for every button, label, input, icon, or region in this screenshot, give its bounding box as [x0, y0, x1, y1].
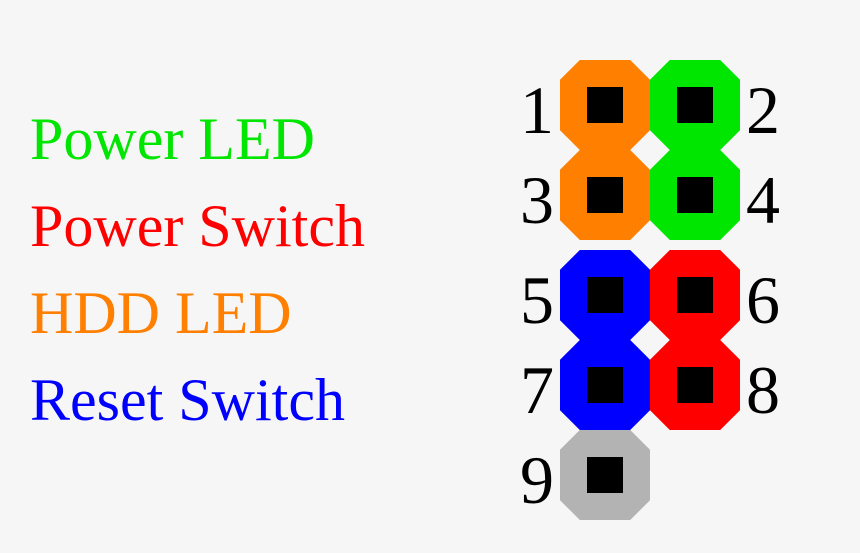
pin-number: 3	[520, 166, 554, 234]
pin-number: 9	[520, 446, 554, 514]
pin-number: 2	[746, 76, 780, 144]
pin-5	[560, 250, 650, 340]
pin-9	[560, 430, 650, 520]
pin-number: 8	[746, 356, 780, 424]
pin-contact-icon	[587, 457, 623, 493]
pin-2	[650, 60, 740, 150]
legend-item: Power LED	[30, 96, 365, 183]
pin-4	[650, 150, 740, 240]
pin-number: 6	[746, 266, 780, 334]
pin-6	[650, 250, 740, 340]
legend-item: HDD LED	[30, 270, 365, 357]
legend-item: Power Switch	[30, 183, 365, 270]
pin-contact-icon	[587, 367, 623, 403]
pin-7	[560, 340, 650, 430]
pin-contact-icon	[677, 367, 713, 403]
pin-contact-icon	[587, 177, 623, 213]
pin-number: 7	[520, 356, 554, 424]
pin-contact-icon	[677, 87, 713, 123]
pin-1	[560, 60, 650, 150]
pin-contact-icon	[677, 277, 713, 313]
pin-number: 1	[520, 76, 554, 144]
pin-3	[560, 150, 650, 240]
pin-8	[650, 340, 740, 430]
pin-contact-icon	[677, 177, 713, 213]
pin-contact-icon	[587, 87, 623, 123]
pin-number: 5	[520, 266, 554, 334]
legend-item: Reset Switch	[30, 357, 365, 444]
legend: Power LEDPower SwitchHDD LEDReset Switch	[30, 96, 365, 444]
pin-contact-icon	[587, 277, 623, 313]
pin-number: 4	[746, 166, 780, 234]
